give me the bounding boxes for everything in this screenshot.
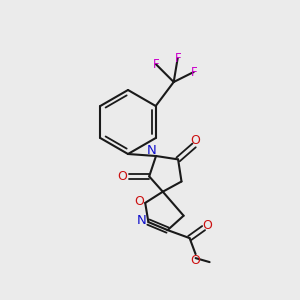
Text: O: O xyxy=(134,195,144,208)
Text: O: O xyxy=(191,254,200,267)
Text: F: F xyxy=(152,58,159,70)
Text: F: F xyxy=(190,65,197,79)
Text: N: N xyxy=(147,145,157,158)
Text: O: O xyxy=(117,170,127,183)
Text: N: N xyxy=(136,214,146,226)
Text: F: F xyxy=(174,52,181,64)
Text: O: O xyxy=(190,134,200,147)
Text: O: O xyxy=(203,219,212,232)
